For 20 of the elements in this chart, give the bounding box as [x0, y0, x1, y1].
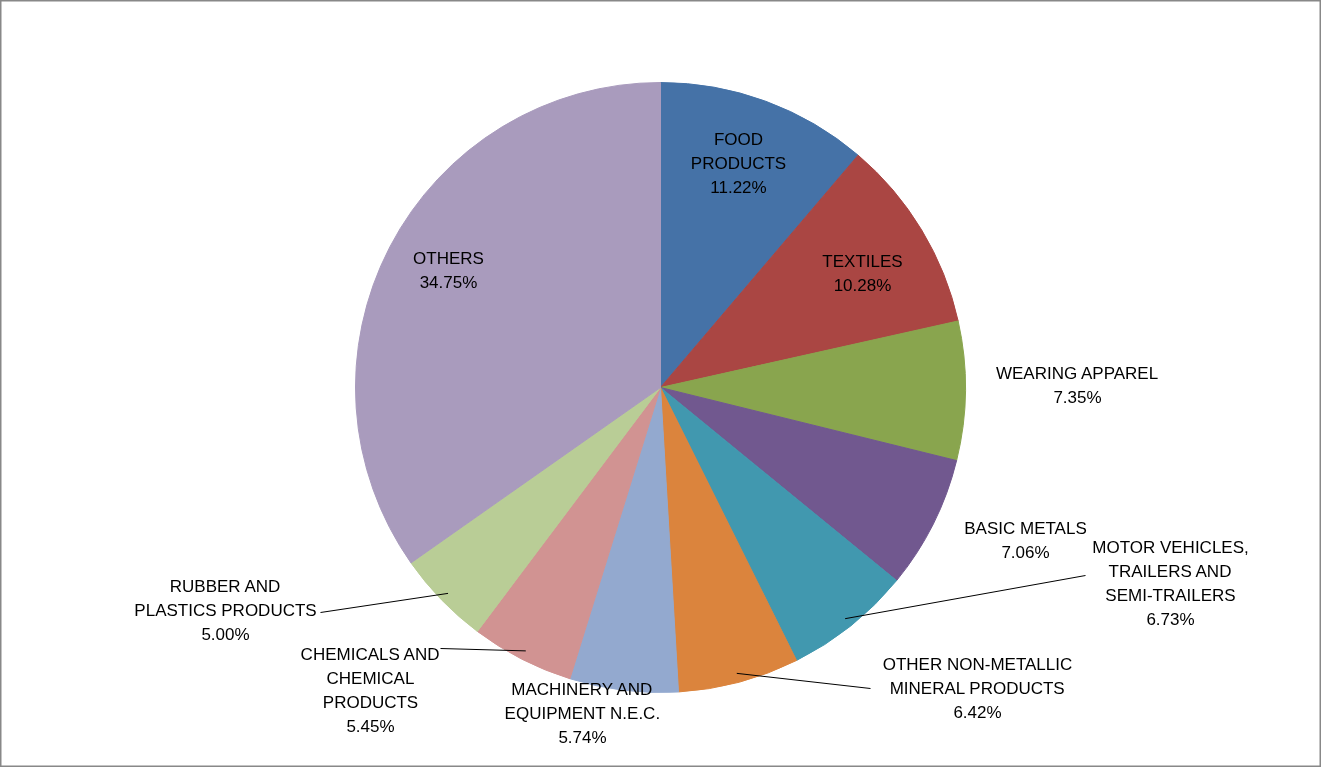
slice-label: FOOD PRODUCTS	[690, 130, 787, 173]
slice-label: BASIC METALS	[964, 519, 1087, 539]
data-label: 10.28%	[833, 275, 892, 295]
data-label: 7.06%	[1001, 542, 1050, 562]
data-label: 34.75%	[419, 272, 478, 292]
data-label: 5.00%	[201, 624, 250, 644]
data-label: 11.22%	[710, 177, 767, 197]
slice-label: WEARING APPAREL	[995, 364, 1159, 384]
slice-label: MACHINERY AND EQUIPMENT N.E.C.	[504, 680, 661, 723]
data-label: 7.35%	[1053, 387, 1102, 407]
slice-label: RUBBER AND PLASTICS PRODUCTS	[134, 577, 317, 620]
slice-label: CHEMICALS AND CHEMICAL PRODUCTS	[300, 645, 440, 712]
data-label: 5.45%	[346, 716, 395, 736]
data-label: 6.42%	[953, 702, 1002, 722]
slice-label: OTHERS	[413, 249, 484, 269]
slice-label: MOTOR VEHICLES, TRAILERS AND SEMI-TRAILERS	[1092, 538, 1249, 605]
data-label: 5.74%	[558, 727, 607, 747]
data-label: 6.73%	[1146, 609, 1195, 629]
slice-label: TEXTILES	[822, 252, 903, 272]
slice-label: OTHER NON-METALLIC MINERAL PRODUCTS	[882, 655, 1073, 698]
